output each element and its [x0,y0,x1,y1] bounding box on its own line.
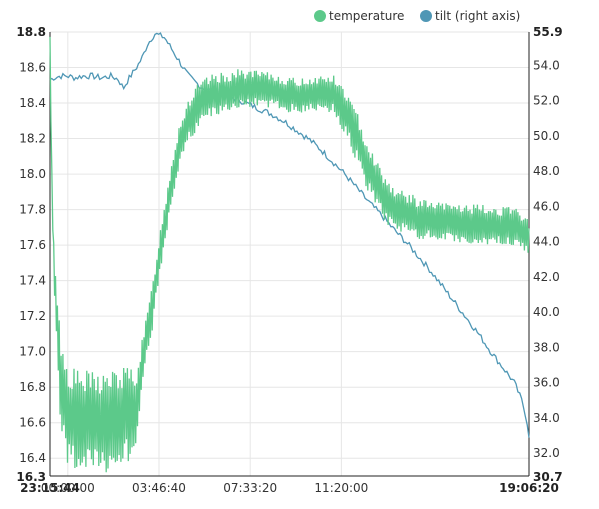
left-tick-label: 17.8 [19,203,46,217]
x-tick-label: 19:06:20 [499,481,559,495]
right-tick-label: 36.0 [533,376,560,390]
right-tick-label: 30.7 [533,470,563,484]
right-tick-label: 54.0 [533,58,560,72]
x-tick-label: 11:20:00 [314,481,368,495]
right-tick-label: 32.0 [533,446,560,460]
legend-swatch[interactable] [314,10,326,22]
left-tick-label: 18.6 [19,61,46,75]
right-tick-label: 34.0 [533,411,560,425]
legend-label[interactable]: tilt (right axis) [435,9,520,23]
left-tick-label: 16.3 [16,470,46,484]
right-tick-label: 55.9 [533,25,563,39]
x-tick-label: 23:15:44 [20,481,80,495]
series-line-tilt [49,32,530,438]
right-tick-label: 52.0 [533,94,560,108]
right-axis-ticks: 30.7 32.0 34.0 36.0 38.0 40.0 42.0 44.0 46.0 48.0… [533,25,563,484]
left-axis-ticks: 16.3 16.4 16.6 16.8 17.0 17.2 17.4 17.6 17.8 18.0… [16,25,46,484]
left-tick-label: 18.2 [19,132,46,146]
left-tick-label: 17.6 [19,238,46,252]
right-tick-label: 38.0 [533,340,560,354]
right-tick-label: 44.0 [533,235,560,249]
left-tick-label: 18.0 [19,167,46,181]
right-tick-label: 50.0 [533,129,560,143]
series-line-temperature [49,36,530,473]
right-tick-label: 40.0 [533,305,560,319]
legend-label[interactable]: temperature [329,9,404,23]
left-tick-label: 16.6 [19,416,46,430]
series-layer [49,32,530,473]
x-tick-label: 03:46:40 [132,481,186,495]
left-tick-label: 17.2 [19,309,46,323]
left-tick-label: 18.8 [16,25,46,39]
x-tick-label: 00:00:00 [41,481,95,495]
axes-layer [49,32,530,477]
right-tick-label: 46.0 [533,199,560,213]
right-tick-label: 48.0 [533,164,560,178]
right-tick-label: 42.0 [533,270,560,284]
left-tick-label: 18.4 [19,96,46,110]
left-tick-label: 16.4 [19,451,46,465]
left-tick-label: 16.8 [19,380,46,394]
left-tick-label: 17.4 [19,274,46,288]
x-tick-label: 07:33:20 [223,481,277,495]
legend[interactable]: temperature tilt (right axis) [314,9,520,23]
legend-swatch[interactable] [420,10,432,22]
left-tick-label: 17.0 [19,345,46,359]
